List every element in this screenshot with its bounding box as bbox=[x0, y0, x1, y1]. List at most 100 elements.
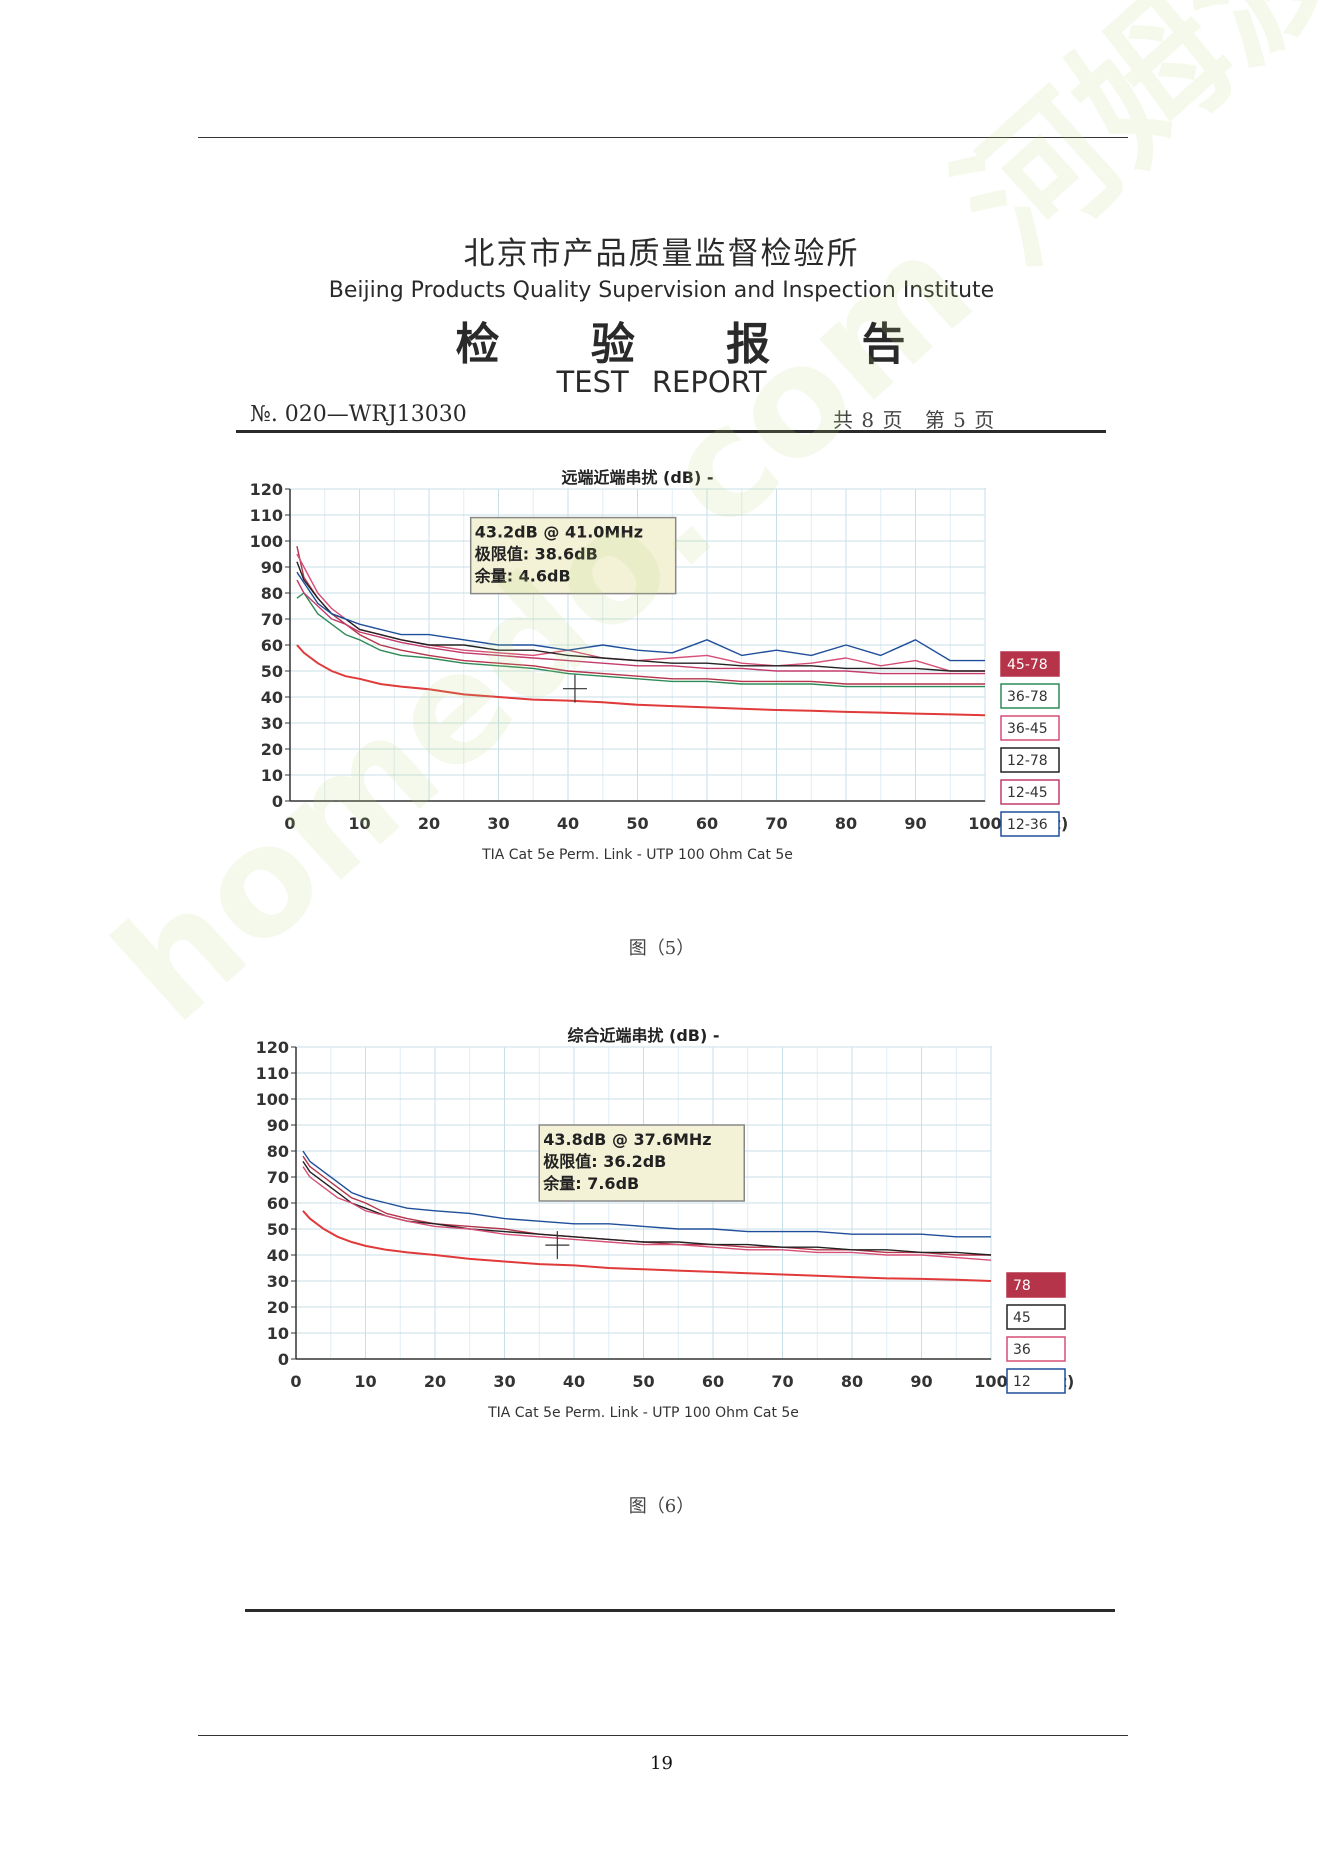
legend-box-36 bbox=[1006, 1336, 1066, 1362]
y-tick-label: 120 bbox=[256, 1038, 289, 1057]
y-tick-label: 20 bbox=[261, 740, 283, 759]
annotation-line: 余量: 7.6dB bbox=[542, 1174, 639, 1193]
x-tick-label: 80 bbox=[841, 1372, 863, 1391]
legend-label-78: 78 bbox=[1013, 1278, 1031, 1294]
current-page: 第 5 页 bbox=[924, 408, 996, 432]
annotation-box bbox=[538, 1124, 745, 1202]
annotation-line: 43.8dB @ 37.6MHz bbox=[543, 1130, 711, 1149]
x-tick-label: 30 bbox=[487, 814, 509, 833]
x-tick-label: 70 bbox=[765, 814, 787, 833]
x-tick-label: 30 bbox=[493, 1372, 515, 1391]
y-tick-label: 60 bbox=[261, 636, 283, 655]
y-tick-label: 90 bbox=[267, 1116, 289, 1135]
legend-label-36-78: 36-78 bbox=[1007, 689, 1048, 705]
y-tick-label: 70 bbox=[267, 1168, 289, 1187]
legend-label-45-78: 45-78 bbox=[1007, 657, 1048, 673]
x-tick-label: 40 bbox=[557, 814, 579, 833]
x-tick-label: 60 bbox=[696, 814, 718, 833]
x-tick-label: 70 bbox=[771, 1372, 793, 1391]
footer-rule-thin bbox=[198, 1735, 1128, 1736]
institute-name-cn: 北京市产品质量监督检验所 bbox=[463, 236, 860, 272]
legend-label-36: 36 bbox=[1013, 1342, 1031, 1358]
legend-box-12-78 bbox=[1000, 747, 1060, 773]
y-tick-label: 90 bbox=[261, 558, 283, 577]
y-tick-label: 60 bbox=[267, 1194, 289, 1213]
y-tick-label: 30 bbox=[261, 714, 283, 733]
page-number: 19 bbox=[650, 1753, 673, 1774]
annotation-line: 极限值: 36.2dB bbox=[543, 1152, 666, 1171]
annotation-box bbox=[469, 516, 677, 595]
x-tick-label: 50 bbox=[632, 1372, 654, 1391]
y-tick-label: 30 bbox=[267, 1272, 289, 1291]
x-tick-label: 100 bbox=[974, 1372, 1007, 1391]
institute-name-en: Beijing Products Quality Supervision and… bbox=[328, 278, 995, 303]
x-tick-label: 10 bbox=[348, 814, 370, 833]
top-rule bbox=[198, 137, 1128, 138]
page-count: 共 8 页 第 5 页 bbox=[833, 404, 1009, 433]
legend-label-45: 45 bbox=[1013, 1310, 1031, 1326]
report-title-en: TEST REPORT bbox=[556, 365, 767, 399]
x-tick-label: 10 bbox=[354, 1372, 376, 1391]
x-tick-label: 100 bbox=[968, 814, 1001, 833]
series-line-12 bbox=[302, 1150, 991, 1238]
legend-box-78 bbox=[1006, 1272, 1066, 1298]
report-title-cn: 检 验 报 告 bbox=[455, 319, 944, 370]
y-tick-label: 80 bbox=[267, 1142, 289, 1161]
x-tick-label: 90 bbox=[904, 814, 926, 833]
legend-box-45-78 bbox=[1000, 651, 1060, 677]
y-tick-label: 120 bbox=[250, 480, 283, 499]
limit-line bbox=[296, 644, 986, 717]
legend-label-12-36: 12-36 bbox=[1007, 817, 1048, 833]
x-tick-label: 40 bbox=[563, 1372, 585, 1391]
header-rule bbox=[236, 430, 1106, 433]
y-tick-label: 40 bbox=[261, 688, 283, 707]
x-tick-label: 60 bbox=[702, 1372, 724, 1391]
legend-box-12 bbox=[1006, 1368, 1066, 1394]
x-tick-label: 0 bbox=[284, 814, 295, 833]
x-tick-label: 80 bbox=[835, 814, 857, 833]
annotation-line: 余量: 4.6dB bbox=[474, 567, 571, 586]
x-tick-label: 20 bbox=[424, 1372, 446, 1391]
legend-label-12-78: 12-78 bbox=[1007, 753, 1048, 769]
y-tick-label: 80 bbox=[261, 584, 283, 603]
legend-box-45 bbox=[1006, 1304, 1066, 1330]
footer-rule-thick bbox=[245, 1609, 1115, 1612]
standard-note: TIA Cat 5e Perm. Link - UTP 100 Ohm Cat … bbox=[481, 847, 793, 863]
y-tick-label: 100 bbox=[250, 532, 283, 551]
legend-box-36-78 bbox=[1000, 683, 1060, 709]
total-pages: 共 8 页 bbox=[833, 408, 904, 432]
annotation-line: 极限值: 38.6dB bbox=[475, 545, 598, 564]
series-line-36-78 bbox=[296, 592, 985, 688]
chart-psnext-crosstalk: 综合近端串扰 (dB) -010203040506070809010011012… bbox=[256, 1026, 1075, 1421]
figure-caption: 图（5） bbox=[628, 938, 695, 959]
limit-line bbox=[302, 1210, 992, 1282]
y-tick-label: 50 bbox=[267, 1220, 289, 1239]
legend-label-36-45: 36-45 bbox=[1007, 721, 1048, 737]
standard-note: TIA Cat 5e Perm. Link - UTP 100 Ohm Cat … bbox=[487, 1405, 799, 1421]
series-line-12-36 bbox=[296, 571, 985, 662]
x-tick-label: 0 bbox=[290, 1372, 301, 1391]
legend-box-12-36 bbox=[1000, 811, 1060, 837]
y-tick-label: 40 bbox=[267, 1246, 289, 1265]
report-number: №. 020—WRJ13030 bbox=[250, 402, 467, 427]
legend-box-36-45 bbox=[1000, 715, 1060, 741]
y-tick-label: 0 bbox=[272, 792, 283, 811]
chart-title: 综合近端串扰 (dB) - bbox=[567, 1026, 719, 1045]
y-tick-label: 70 bbox=[261, 610, 283, 629]
y-tick-label: 100 bbox=[256, 1090, 289, 1109]
y-tick-label: 10 bbox=[267, 1324, 289, 1343]
series-line-12-45 bbox=[296, 579, 985, 675]
chart-far-near-crosstalk: 远端近端串扰 (dB) -010203040506070809010011012… bbox=[250, 468, 1069, 863]
x-tick-label: 20 bbox=[418, 814, 440, 833]
legend-box-12-45 bbox=[1000, 779, 1060, 805]
y-tick-label: 110 bbox=[256, 1064, 289, 1083]
y-tick-label: 10 bbox=[261, 766, 283, 785]
y-tick-label: 0 bbox=[278, 1350, 289, 1369]
y-tick-label: 110 bbox=[250, 506, 283, 525]
chart-title: 远端近端串扰 (dB) - bbox=[561, 468, 713, 487]
y-tick-label: 50 bbox=[261, 662, 283, 681]
legend-label-12: 12 bbox=[1013, 1374, 1031, 1390]
x-tick-label: 90 bbox=[910, 1372, 932, 1391]
y-tick-label: 20 bbox=[267, 1298, 289, 1317]
series-line-36 bbox=[302, 1166, 992, 1261]
